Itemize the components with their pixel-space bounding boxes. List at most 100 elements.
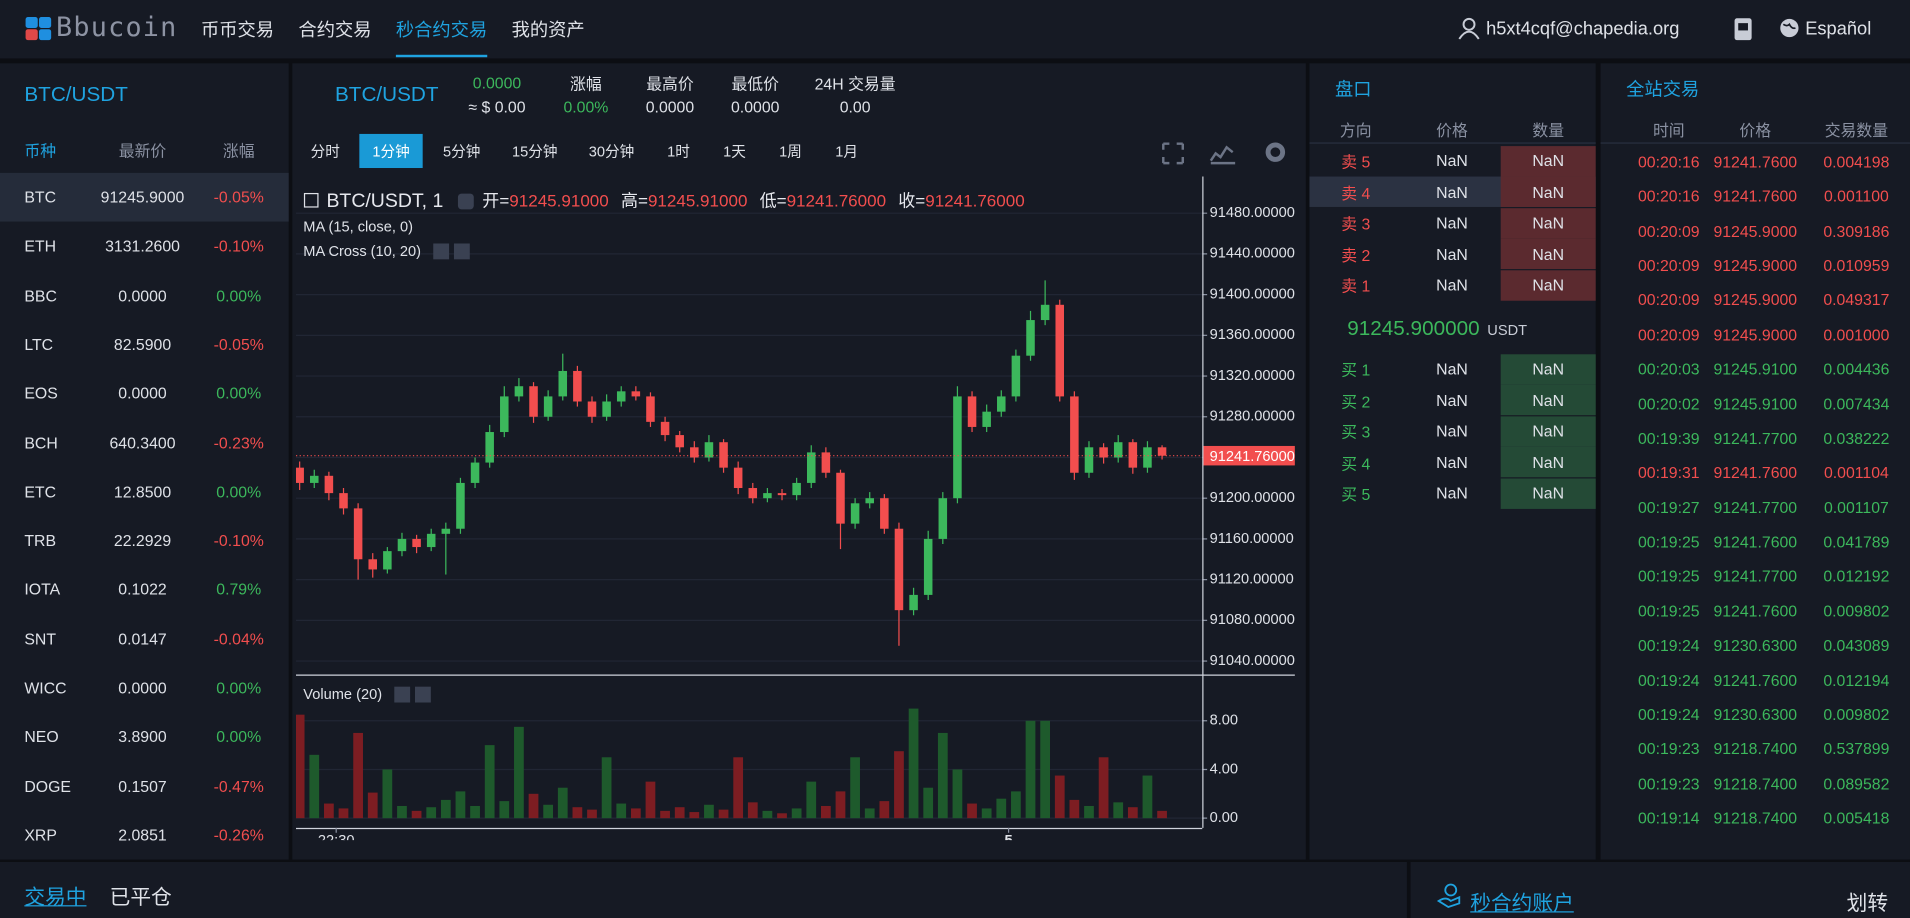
market-cell[interactable]: 91245.9000 bbox=[100, 188, 185, 207]
app-icon[interactable] bbox=[1732, 16, 1754, 43]
market-cell[interactable]: ETC bbox=[24, 482, 57, 501]
interval-tab[interactable]: 1时 bbox=[667, 143, 690, 161]
market-cell[interactable]: 22.2929 bbox=[113, 531, 172, 550]
transfer-link[interactable]: 划转 bbox=[1846, 891, 1889, 915]
market-cell[interactable]: 0.0000 bbox=[118, 384, 167, 403]
market-cell[interactable]: 3131.2600 bbox=[105, 237, 180, 256]
book-cell[interactable]: 卖 5 bbox=[1341, 152, 1371, 172]
market-cell[interactable]: IOTA bbox=[24, 580, 61, 599]
market-cell[interactable]: -0.26% bbox=[213, 825, 264, 845]
trade-cell: 00:19:23 bbox=[1637, 739, 1700, 759]
market-cell[interactable]: 0.79% bbox=[216, 580, 262, 599]
market-cell[interactable]: 640.3400 bbox=[109, 433, 176, 452]
book-cell[interactable]: 买 4 bbox=[1341, 454, 1371, 473]
interval-tab[interactable]: 5分钟 bbox=[442, 143, 481, 161]
book-cell[interactable]: NaN bbox=[1532, 275, 1565, 295]
book-cell[interactable]: NaN bbox=[1436, 390, 1468, 410]
market-cell[interactable]: 0.00% bbox=[216, 384, 262, 403]
book-cell[interactable]: NaN bbox=[1436, 275, 1468, 295]
market-cell[interactable]: -0.05% bbox=[213, 188, 264, 207]
market-cell[interactable]: 0.00% bbox=[216, 286, 262, 305]
chart-tools[interactable] bbox=[1157, 136, 1291, 168]
market-cell[interactable]: -0.10% bbox=[213, 531, 264, 550]
interval-tab[interactable]: 30分钟 bbox=[588, 143, 635, 161]
market-cell[interactable]: -0.05% bbox=[213, 335, 264, 354]
book-cell[interactable]: 买 1 bbox=[1341, 360, 1371, 380]
market-cell[interactable]: EOS bbox=[24, 384, 58, 403]
book-cell[interactable]: NaN bbox=[1436, 359, 1468, 379]
book-cell[interactable]: NaN bbox=[1436, 213, 1468, 232]
book-cell[interactable]: NaN bbox=[1532, 359, 1565, 379]
language[interactable]: Español bbox=[1805, 18, 1872, 40]
book-cell[interactable]: 卖 4 bbox=[1341, 183, 1371, 203]
market-cell[interactable]: -0.47% bbox=[213, 776, 264, 796]
market-cell[interactable]: 2.0851 bbox=[118, 825, 167, 845]
nav-menu-item[interactable]: 秒合约交易 bbox=[395, 20, 488, 41]
trade-cell: 0.089582 bbox=[1823, 774, 1890, 793]
book-cell[interactable]: NaN bbox=[1532, 151, 1565, 170]
book-cell[interactable]: 卖 1 bbox=[1341, 276, 1371, 296]
interval-tab[interactable]: 1天 bbox=[723, 143, 746, 161]
orders-tab[interactable]: 交易中 bbox=[24, 885, 87, 909]
book-cell[interactable]: NaN bbox=[1436, 421, 1468, 441]
book-cell[interactable]: 买 3 bbox=[1341, 423, 1371, 442]
market-cell[interactable]: BCH bbox=[24, 433, 58, 452]
book-cell[interactable]: NaN bbox=[1532, 421, 1565, 441]
market-cell[interactable]: 0.1507 bbox=[118, 776, 167, 796]
market-cell[interactable]: DOGE bbox=[24, 776, 72, 796]
candle-body bbox=[412, 538, 421, 548]
interval-tab[interactable]: 分时 bbox=[310, 143, 340, 161]
nav-menu-item[interactable]: 我的资产 bbox=[511, 20, 585, 41]
book-cell[interactable]: NaN bbox=[1532, 244, 1565, 263]
book-cell[interactable]: 买 5 bbox=[1341, 485, 1371, 504]
account-link[interactable]: 秒合约账户 bbox=[1470, 891, 1574, 915]
interval-tab[interactable]: 15分钟 bbox=[511, 143, 558, 161]
market-cell[interactable]: 0.0000 bbox=[118, 678, 167, 698]
book-cell[interactable]: NaN bbox=[1436, 483, 1468, 503]
nav-menu-item[interactable]: 合约交易 bbox=[298, 20, 372, 41]
book-cell[interactable]: NaN bbox=[1436, 244, 1468, 263]
market-cell[interactable]: 0.0147 bbox=[118, 629, 167, 648]
market-cell[interactable]: -0.23% bbox=[213, 433, 264, 452]
market-cell[interactable]: -0.10% bbox=[213, 237, 264, 256]
book-cell[interactable]: NaN bbox=[1532, 213, 1565, 232]
book-cell[interactable]: NaN bbox=[1532, 483, 1565, 503]
market-cell[interactable]: -0.04% bbox=[213, 629, 264, 648]
market-cell[interactable]: NEO bbox=[24, 727, 59, 747]
interval-active-bg[interactable] bbox=[359, 133, 423, 169]
market-cell[interactable]: 0.00% bbox=[216, 727, 262, 747]
orders-tab[interactable]: 已平仓 bbox=[109, 885, 172, 909]
nav-menu-item[interactable]: 币币交易 bbox=[200, 20, 275, 41]
globe-icon[interactable] bbox=[1778, 17, 1800, 39]
user-email[interactable]: h5xt4cqf@chapedia.org bbox=[1486, 18, 1680, 40]
interval-tab[interactable]: 1分钟 bbox=[372, 143, 410, 161]
market-cell[interactable]: 0.0000 bbox=[118, 286, 167, 305]
market-cell[interactable]: 12.8500 bbox=[113, 482, 172, 501]
market-cell[interactable]: 0.00% bbox=[216, 678, 262, 698]
market-cell[interactable]: 0.00% bbox=[216, 482, 262, 501]
user-icon[interactable] bbox=[1457, 16, 1481, 40]
book-cell[interactable]: 卖 3 bbox=[1341, 214, 1371, 234]
interval-tab[interactable]: 1周 bbox=[779, 143, 802, 161]
book-cell[interactable]: 卖 2 bbox=[1341, 245, 1371, 265]
book-cell[interactable]: 买 2 bbox=[1341, 392, 1371, 411]
market-cell[interactable]: 0.1022 bbox=[118, 580, 167, 599]
interval-tab[interactable]: 1月 bbox=[835, 143, 858, 161]
market-cell[interactable]: SNT bbox=[24, 629, 57, 648]
market-cell[interactable]: LTC bbox=[24, 335, 54, 354]
market-cell[interactable]: WICC bbox=[24, 678, 67, 698]
book-cell[interactable]: NaN bbox=[1532, 182, 1565, 201]
market-cell[interactable]: TRB bbox=[24, 531, 57, 550]
book-cell[interactable]: NaN bbox=[1436, 151, 1468, 170]
book-cell[interactable]: NaN bbox=[1436, 182, 1468, 201]
market-cell[interactable]: 3.8900 bbox=[118, 727, 167, 747]
market-cell[interactable]: BTC bbox=[24, 188, 57, 207]
market-cell[interactable]: 82.5900 bbox=[113, 335, 172, 354]
book-cell[interactable]: NaN bbox=[1532, 452, 1565, 472]
market-cell[interactable]: ETH bbox=[24, 237, 57, 256]
book-cell[interactable]: NaN bbox=[1532, 390, 1565, 410]
market-cell[interactable]: BBC bbox=[24, 286, 57, 305]
book-cell[interactable]: NaN bbox=[1436, 452, 1468, 472]
market-cell[interactable]: XRP bbox=[24, 825, 57, 845]
book-depth-cell bbox=[1500, 176, 1596, 207]
